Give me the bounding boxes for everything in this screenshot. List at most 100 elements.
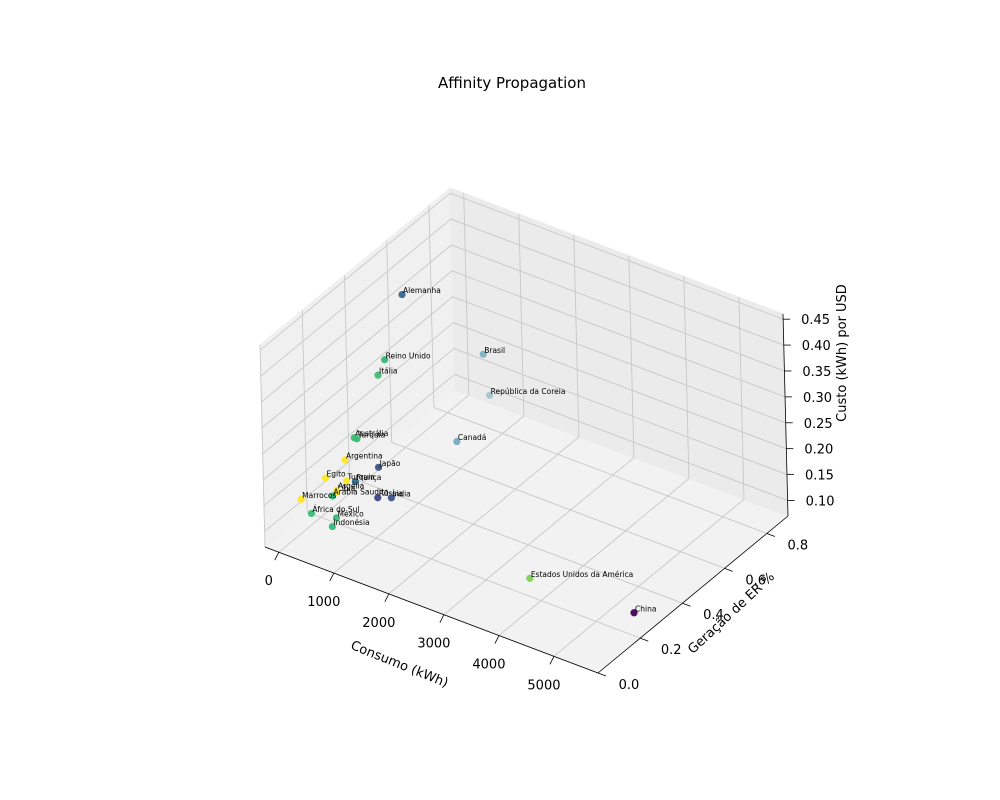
data-point-label: África do Sul [312, 505, 359, 514]
data-point [453, 437, 461, 446]
x-grid-floor [553, 498, 745, 657]
data-point [351, 478, 360, 486]
x-grid-floor [443, 457, 635, 616]
y-grid-floor [391, 441, 725, 569]
x-tick-mark [494, 635, 500, 644]
y-tick-mark [597, 672, 607, 677]
data-point [381, 356, 389, 364]
data-point-label: México [337, 509, 364, 518]
y-tick-label: 0.4 [703, 608, 724, 623]
y-grid-left [301, 310, 308, 513]
data-point-label: Reino Unido [386, 351, 431, 360]
data-point-label: França [356, 473, 381, 482]
z-axis-line [782, 313, 789, 517]
data-point-label: Argentina [346, 451, 383, 460]
data-point [342, 477, 351, 485]
z-grid-back [452, 296, 786, 424]
data-point-label: Indonésia [333, 518, 369, 527]
data-point [353, 435, 361, 443]
z-grid-back [453, 322, 787, 450]
y-grid-left [343, 275, 350, 478]
x-tick-mark [439, 614, 445, 623]
x-tick-label: 5000 [527, 678, 560, 693]
x-grid-back [683, 276, 690, 479]
x-grid-floor [498, 478, 690, 636]
grid-lines [259, 192, 788, 674]
y-tick-mark [640, 637, 649, 642]
x-grid-back [463, 193, 470, 396]
z-grid-left [260, 218, 452, 377]
z-grid-back [450, 218, 784, 346]
data-point [387, 494, 395, 502]
y-tick-label: 0.8 [788, 538, 809, 553]
chart-title: Affinity Propagation [438, 74, 586, 92]
y-tick-label: 0.2 [661, 643, 682, 658]
z-axis-label: Custo (kWh) por USD [835, 284, 850, 422]
data-point [332, 514, 341, 522]
z-tick-label: 0.20 [804, 443, 833, 458]
x-tick-mark [329, 572, 335, 582]
data-point-label: Estados Unidos da América [531, 570, 633, 579]
data-point [398, 290, 406, 299]
z-tick-label: 0.15 [805, 469, 834, 484]
y-grid-floor [433, 407, 768, 534]
data-point-label: República da Coreia [491, 387, 566, 396]
data-point-label: Japão [379, 459, 401, 468]
tick-labels: 0 1000 2000 3000 4000 5000 0.0 0.2 0.4 0.6 0.8 0.10… [265, 313, 835, 693]
data-points: Alemanha Reino Unido Itália Brasil República… [297, 286, 656, 617]
data-point-label: Canadá [458, 433, 487, 442]
y-grid-floor [307, 511, 641, 639]
data-point [374, 494, 382, 502]
data-point-label: Brasil [484, 346, 505, 355]
z-tick-label: 0.25 [804, 417, 833, 432]
data-point [333, 486, 341, 494]
z-tick-label: 0.10 [806, 494, 835, 509]
z-grid-left [259, 192, 451, 351]
data-point [630, 609, 638, 617]
data-point [486, 391, 494, 399]
x-tick-label: 0 [265, 574, 273, 589]
z-grid-back [453, 348, 788, 475]
data-point-label: Egito [327, 469, 347, 478]
data-point [479, 350, 487, 358]
data-point-label: Arábia Saudita [334, 487, 389, 496]
x-grid-back [518, 214, 525, 417]
axis-lines [264, 313, 795, 677]
data-point-label: China [635, 604, 656, 613]
z-grid-left [261, 244, 452, 403]
data-point [341, 456, 349, 464]
z-tick-label: 0.45 [801, 313, 830, 328]
x-grid-floor [333, 415, 525, 574]
z-grid-back [454, 374, 788, 501]
x-grid-floor [278, 394, 470, 553]
x-axis-line [264, 546, 599, 674]
data-point [328, 492, 337, 500]
x-grid-back [628, 255, 635, 458]
data-point-label: Alemanha [403, 286, 441, 295]
x-grid-back [573, 234, 580, 437]
z-grid-left [263, 348, 455, 506]
data-point [526, 574, 534, 582]
x-tick-mark [274, 552, 280, 561]
y-tick-mark [724, 567, 733, 572]
data-point [328, 522, 336, 531]
z-grid-left [264, 374, 455, 532]
x-tick-mark [384, 593, 390, 603]
data-point [374, 371, 382, 379]
data-point-label: Austrália [355, 429, 388, 438]
x-tick-label: 3000 [417, 637, 450, 652]
data-point [297, 495, 305, 503]
data-point [374, 463, 383, 471]
z-grid-left [262, 296, 453, 455]
data-point-label: Itália [379, 367, 398, 376]
z-tick-label: 0.35 [802, 365, 831, 380]
z-grid-back [449, 192, 784, 320]
y-grid-floor [349, 476, 683, 604]
y-tick-label: 0.6 [745, 573, 766, 588]
y-tick-mark [682, 602, 691, 607]
x-tick-label: 1000 [307, 595, 340, 610]
data-point [321, 474, 330, 482]
data-point-label: Líbia [338, 484, 356, 493]
axes-panes [259, 186, 789, 674]
